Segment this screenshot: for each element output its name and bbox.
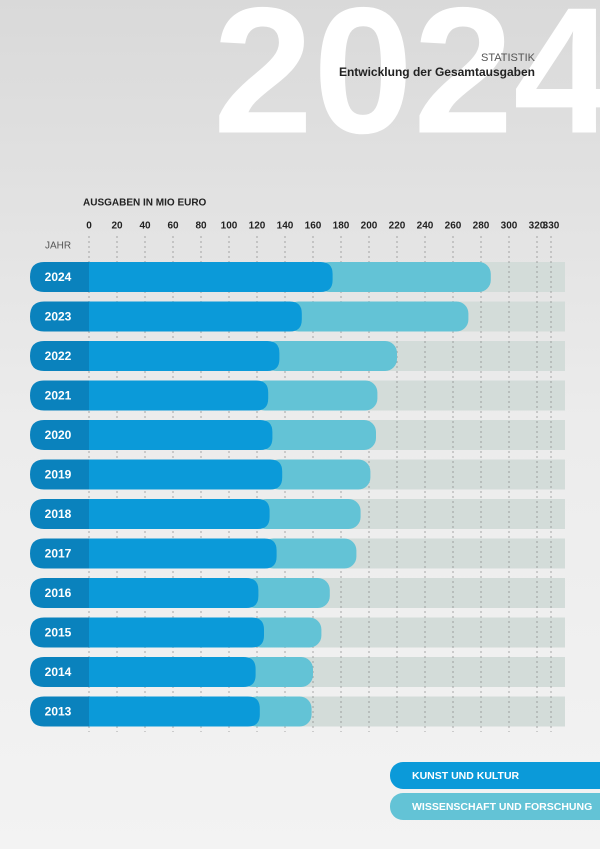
x-tick-label: 0 <box>86 221 92 232</box>
x-tick-label: 80 <box>195 221 207 232</box>
bar-segment <box>89 538 277 569</box>
x-tick-label: 140 <box>277 221 294 232</box>
y-tick-label: 2019 <box>45 468 72 482</box>
category-tab <box>30 341 89 371</box>
legend-swatch <box>390 793 600 820</box>
bar-segment <box>267 459 371 490</box>
y-tick-label: 2024 <box>45 270 72 284</box>
x-tick-label: 280 <box>473 221 490 232</box>
x-tick-label: 40 <box>139 221 151 232</box>
bar-segment <box>89 617 264 648</box>
subtitle: STATISTIK <box>481 52 536 64</box>
y-tick-label: 2013 <box>45 705 72 719</box>
bar-segment <box>89 262 333 292</box>
bar-segment <box>89 341 280 371</box>
x-tick-label: 160 <box>305 221 322 232</box>
category-tab <box>30 301 89 332</box>
x-tick-label: 20 <box>111 221 123 232</box>
bar-segment <box>89 301 302 332</box>
category-tab <box>30 578 89 608</box>
category-tab <box>30 459 89 490</box>
bar-segment <box>89 380 269 411</box>
bar-segment <box>317 262 491 292</box>
y-tick-label: 2017 <box>45 547 72 561</box>
bar-segment <box>261 538 357 569</box>
x-tick-label: 220 <box>389 221 406 232</box>
x-tick-label: 300 <box>501 221 518 232</box>
bar-segment <box>244 696 312 727</box>
x-tick-label: 330 <box>543 221 560 232</box>
bar-segment <box>257 420 376 450</box>
y-tick-label: 2020 <box>45 428 72 442</box>
x-tick-label: 320 <box>529 221 546 232</box>
y-tick-label: 2021 <box>45 389 72 403</box>
bar-segment <box>89 696 260 727</box>
legend-swatch <box>390 762 600 789</box>
bar-segment <box>286 301 469 332</box>
bar-segment <box>240 657 313 687</box>
category-tab <box>30 420 89 450</box>
x-tick-label: 180 <box>333 221 350 232</box>
bar-segment <box>89 578 259 608</box>
category-tab <box>30 617 89 648</box>
bar-segment <box>254 499 361 529</box>
bar-segment <box>253 380 378 411</box>
legend-label: WISSENSCHAFT UND FORSCHUNG <box>412 801 592 813</box>
y-axis-title: JAHR <box>45 241 71 252</box>
x-tick-label: 240 <box>417 221 434 232</box>
y-tick-label: 2018 <box>45 507 72 521</box>
category-tab <box>30 499 89 529</box>
bar-segment <box>264 341 397 371</box>
y-tick-label: 2016 <box>45 586 72 600</box>
bar-segment <box>89 499 270 529</box>
y-tick-label: 2015 <box>45 626 72 640</box>
category-tab <box>30 696 89 727</box>
x-tick-label: 60 <box>167 221 179 232</box>
bar-segment <box>89 459 283 490</box>
bar-segment <box>243 578 330 608</box>
bar-segment <box>249 617 322 648</box>
chart-title: Entwicklung der Gesamtausgaben <box>339 65 535 79</box>
y-tick-label: 2023 <box>45 310 72 324</box>
x-axis-title: AUSGABEN IN MIO EURO <box>83 198 207 209</box>
legend-label: KUNST UND KULTUR <box>412 770 520 782</box>
category-tab <box>30 262 89 292</box>
x-tick-label: 200 <box>361 221 378 232</box>
y-tick-label: 2022 <box>45 349 72 363</box>
bar-segment <box>89 657 256 687</box>
category-tab <box>30 380 89 411</box>
x-tick-label: 120 <box>249 221 266 232</box>
category-tab <box>30 657 89 687</box>
background-year: 2024 <box>213 0 600 172</box>
x-tick-label: 100 <box>221 221 238 232</box>
y-tick-label: 2014 <box>45 665 72 679</box>
category-tab <box>30 538 89 569</box>
bar-segment <box>89 420 273 450</box>
x-tick-label: 260 <box>445 221 462 232</box>
